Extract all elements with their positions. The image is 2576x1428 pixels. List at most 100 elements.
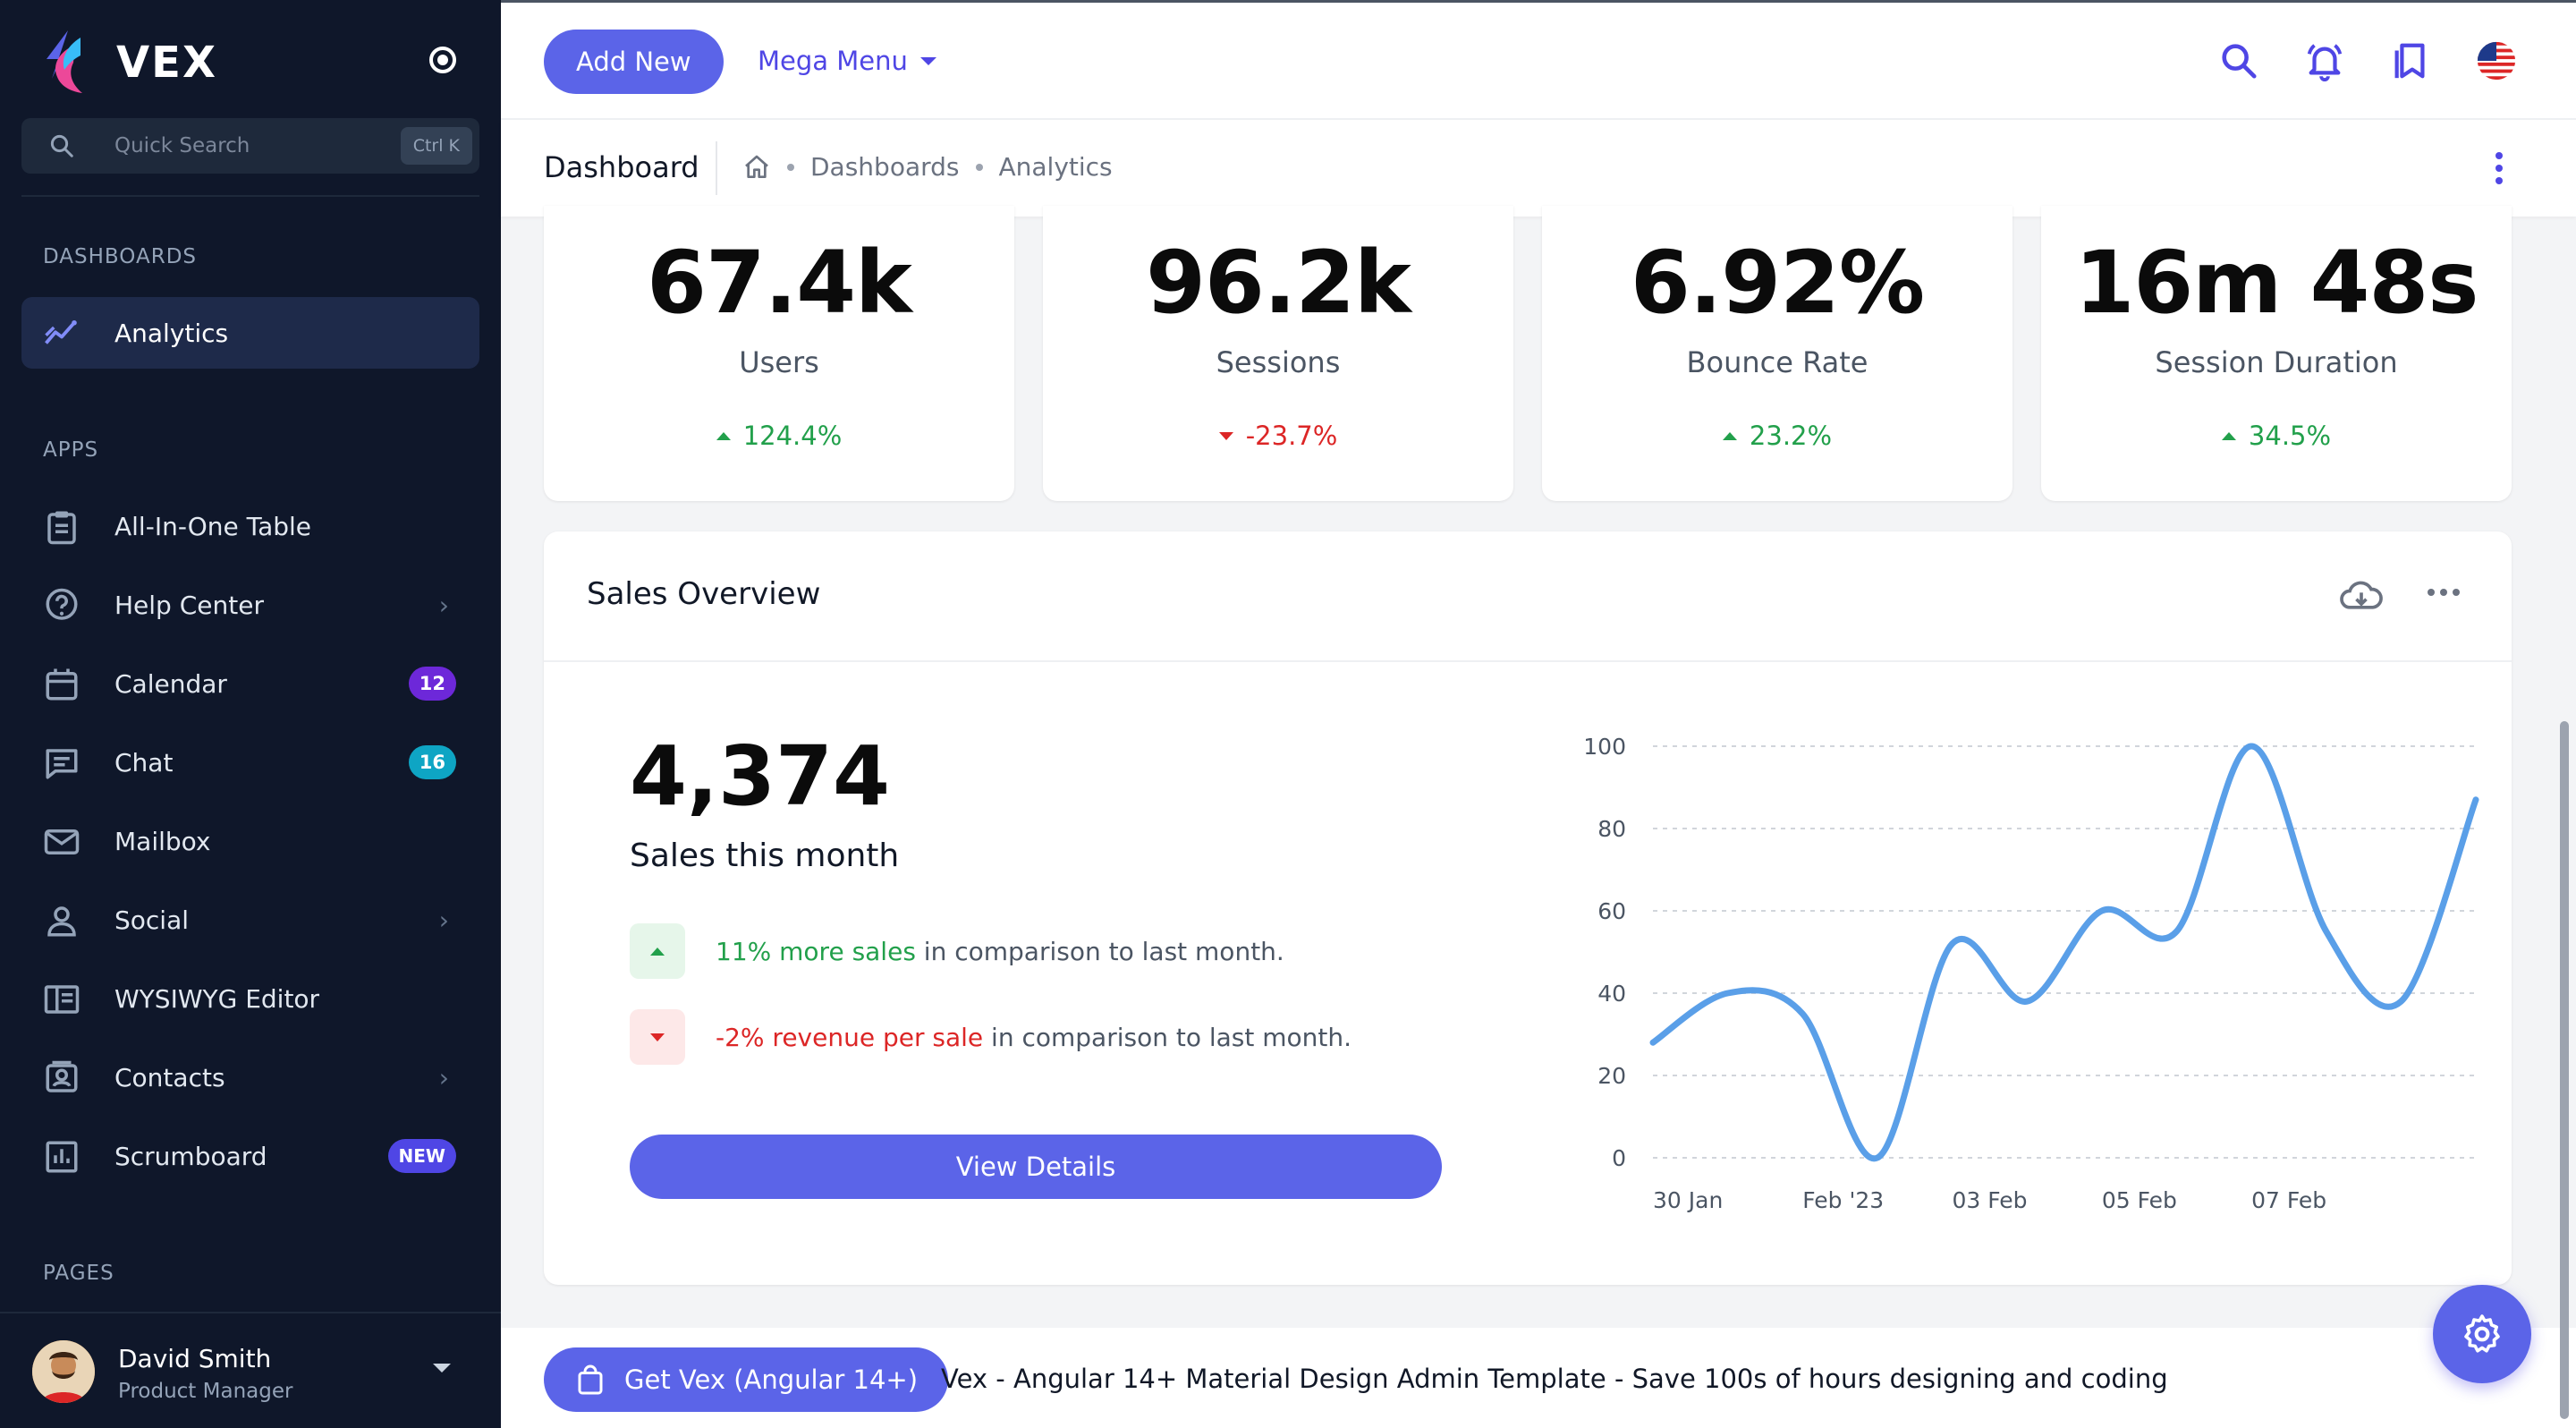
stat-label: Bounce Rate — [1686, 345, 1868, 379]
sales-overview-card: Sales Overview 4,374 Sales this month 11… — [544, 531, 2512, 1285]
sidebar-item-all-in-one-table[interactable]: All-In-One Table — [21, 490, 479, 562]
search-input[interactable] — [114, 118, 383, 174]
stat-change: 124.4% — [544, 421, 1014, 451]
sidebar-item-label: Mailbox — [114, 826, 211, 856]
chevron-right-icon: › — [438, 1062, 449, 1092]
user-menu[interactable]: David Smith Product Manager — [0, 1312, 501, 1428]
editor-icon — [44, 985, 80, 1014]
comparison-rest: in comparison to last month. — [983, 1022, 1352, 1052]
stat-change-value: 34.5% — [2248, 421, 2332, 451]
x-tick-label: Feb '23 — [1802, 1187, 1884, 1213]
help-icon — [46, 588, 78, 620]
stat-card-users: 67.4k Users 124.4% — [544, 206, 1014, 501]
breadcrumb-separator — [787, 163, 794, 171]
calendar-badge: 12 — [408, 667, 456, 701]
user-name: David Smith — [118, 1344, 272, 1373]
home-icon[interactable] — [742, 153, 771, 182]
notification-bell-icon[interactable] — [2304, 40, 2345, 81]
avatar-image — [32, 1340, 95, 1403]
stat-change: 23.2% — [1542, 421, 2012, 451]
mail-icon — [44, 829, 80, 854]
sidebar-item-label: Analytics — [114, 318, 229, 348]
stat-value: 6.92% — [1630, 233, 1925, 333]
page-title: Dashboard — [544, 150, 699, 184]
get-vex-button[interactable]: Get Vex (Angular 14+) — [544, 1347, 949, 1412]
sidebar-item-calendar[interactable]: Calendar 12 — [21, 648, 479, 719]
trend-up-icon — [1722, 431, 1737, 440]
search-icon — [50, 134, 73, 157]
settings-fab[interactable] — [2433, 1285, 2531, 1383]
bookmarks-icon[interactable] — [2390, 40, 2431, 81]
caret-down-icon — [919, 56, 936, 65]
stat-change-value: 23.2% — [1749, 421, 1833, 451]
sales-subtitle: Sales this month — [630, 837, 900, 874]
sidebar-item-label: Social — [114, 905, 190, 935]
sidebar-item-help-center[interactable]: Help Center › — [21, 569, 479, 641]
clipboard-icon — [47, 511, 76, 545]
add-new-button[interactable]: Add New — [544, 30, 724, 94]
chevron-right-icon: › — [438, 590, 449, 620]
sidebar-item-label: Scrumboard — [114, 1141, 267, 1171]
sidebar-item-contacts[interactable]: Contacts › — [21, 1041, 479, 1113]
trend-up-icon — [716, 431, 731, 440]
chat-icon — [46, 749, 78, 779]
sidebar-item-wysiwyg-editor[interactable]: WYSIWYG Editor — [21, 963, 479, 1034]
chevron-down-icon[interactable] — [433, 1364, 451, 1373]
section-title-dashboards: DASHBOARDS — [43, 245, 198, 268]
sidebar-item-label: Contacts — [114, 1062, 225, 1092]
view-details-button[interactable]: View Details — [630, 1135, 1442, 1199]
x-tick-label: 30 Jan — [1653, 1187, 1723, 1213]
stat-change: -23.7% — [1043, 421, 1513, 451]
mega-menu-label: Mega Menu — [758, 46, 908, 76]
comparison-highlight: -2% revenue per sale — [716, 1022, 984, 1052]
cloud-download-icon[interactable] — [2338, 576, 2385, 616]
quick-search[interactable]: Ctrl K — [21, 118, 479, 174]
brand-name: VEX — [116, 38, 217, 88]
chevron-right-icon: › — [438, 905, 449, 935]
y-tick-label: 40 — [1597, 981, 1626, 1007]
shopping-bag-icon — [578, 1364, 603, 1395]
scrollbar[interactable] — [2560, 721, 2569, 1419]
page-header: Dashboard Dashboards Analytics — [501, 120, 2576, 217]
card-title: Sales Overview — [587, 576, 821, 612]
series-line — [1649, 743, 2479, 1162]
sidebar-item-mailbox[interactable]: Mailbox — [21, 805, 479, 877]
sidebar-toggle-button[interactable] — [429, 47, 456, 73]
chat-badge: 16 — [408, 745, 456, 779]
x-tick-label: 03 Feb — [1953, 1187, 2028, 1213]
brand[interactable]: VEX — [41, 27, 217, 98]
us-flag-icon[interactable] — [2476, 40, 2517, 81]
x-tick-label: 07 Feb — [2251, 1187, 2326, 1213]
card-header: Sales Overview — [544, 531, 2512, 662]
mega-menu-dropdown[interactable]: Mega Menu — [758, 46, 936, 76]
sidebar-item-label: WYSIWYG Editor — [114, 983, 320, 1014]
sidebar-item-label: Calendar — [114, 668, 227, 699]
sidebar-item-social[interactable]: Social › — [21, 884, 479, 956]
stat-label: Users — [739, 345, 819, 379]
breadcrumb-analytics[interactable]: Analytics — [998, 152, 1113, 182]
promo-text: Vex - Angular 14+ Material Design Admin … — [941, 1364, 2168, 1394]
comparison-text: -2% revenue per sale in comparison to la… — [716, 1023, 1352, 1052]
search-icon[interactable] — [2218, 40, 2259, 81]
breadcrumb-dashboards[interactable]: Dashboards — [810, 152, 960, 182]
sales-total: 4,374 — [630, 728, 891, 824]
chart-line-icon — [45, 319, 77, 344]
y-tick-label: 20 — [1597, 1063, 1626, 1089]
person-icon — [47, 906, 76, 937]
more-vert-icon[interactable] — [2494, 152, 2504, 184]
search-shortcut: Ctrl K — [400, 127, 472, 165]
topbar: Add New Mega Menu — [501, 0, 2576, 120]
breadcrumb-separator — [975, 163, 983, 171]
trend-down-icon — [630, 1009, 685, 1065]
stat-card-session-duration: 16m 48s Session Duration 34.5% — [2041, 206, 2512, 501]
section-title-pages: PAGES — [43, 1262, 114, 1285]
sidebar-item-analytics[interactable]: Analytics — [21, 297, 479, 369]
comparison-row-revenue: -2% revenue per sale in comparison to la… — [630, 1009, 1352, 1065]
y-tick-label: 60 — [1597, 898, 1626, 924]
sidebar-item-scrumboard[interactable]: Scrumboard NEW — [21, 1120, 479, 1192]
comparison-highlight: 11% more sales — [716, 936, 916, 966]
trend-up-icon — [2221, 431, 2236, 440]
sidebar-item-chat[interactable]: Chat 16 — [21, 727, 479, 798]
more-horiz-icon[interactable] — [2428, 589, 2460, 596]
comparison-rest: in comparison to last month. — [915, 936, 1284, 966]
